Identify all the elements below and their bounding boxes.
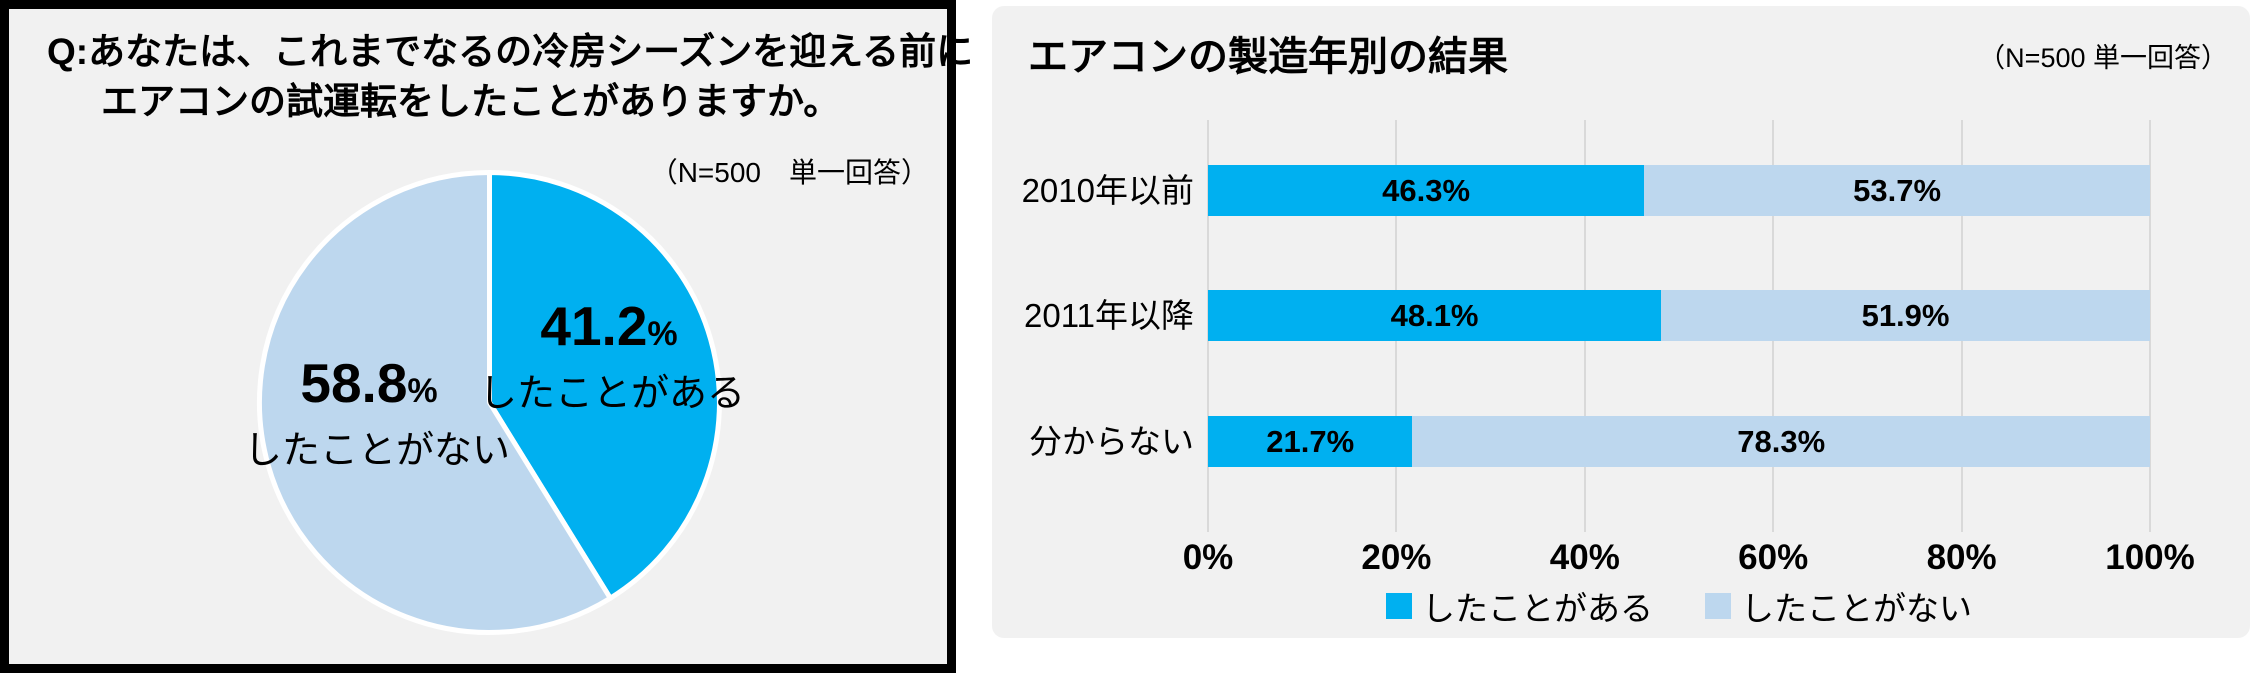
question-pie-panel: Q:あなたは、これまでなるの冷房シーズンを迎える前に エアコンの試運転をしたこと… [0,0,973,673]
pie-slice-label-have-not-done: したことがない [244,430,511,472]
bar-chart-title: エアコンの製造年別の結果 [1028,35,1508,79]
question-line-2: エアコンの試運転をしたことがありますか。 [101,80,841,122]
category-label: 2010年以前 [1021,172,1194,209]
legend-item: したことがある [1386,582,1653,630]
bar-row: 分からない 21.7% 78.3% [1029,416,2150,467]
sample-size-note: （N=500 単一回答） [1978,43,2228,73]
legend-swatch-icon [1705,593,1731,619]
bar-segment-have-not-done: 78.3% [1412,416,2150,467]
gridline [2149,120,2151,532]
legend-label: したことがない [1741,590,1972,627]
bar-value-label: 21.7% [1266,423,1355,459]
pie-slice-have-not-done [256,170,613,635]
bar-segment-have-done: 48.1% [1208,290,1662,341]
bar-segment-have-done: 21.7% [1208,416,1413,467]
x-axis: 0% 20% 40% 60% 80% 100% [1183,538,2195,583]
bar-value-label: 51.9% [1861,297,1950,333]
bar-rows: 2010年以前 46.3% 53.7% 2011年以降 48.1% 51.9% 分からない 2… [1022,120,2150,532]
legend: したことがある したことがない [1208,582,2150,630]
sample-size-note: （N=500 単一回答） [649,157,929,188]
pie-label-have-not-done: 58.8% したことがない [244,351,511,474]
bar-track: 46.3% 53.7% [1208,165,2150,216]
bar-segment-have-done: 46.3% [1208,165,1645,216]
x-axis-tick: 0% [1182,538,1234,577]
bar-value-label: 46.3% [1382,172,1471,208]
category-label: 分からない [1029,423,1194,460]
question-line-1: Q:あなたは、これまでなるの冷房シーズンを迎える前に [47,31,974,72]
category-label: 2011年以降 [1024,297,1194,334]
question-title: Q:あなたは、これまでなるの冷房シーズンを迎える前に エアコンの試運転をしたこと… [47,27,973,126]
legend-swatch-icon [1386,593,1412,619]
bar-value-label: 48.1% [1390,297,1479,333]
pie-slice-label-have-done: したことがある [479,373,746,415]
bar-chart-panel: エアコンの製造年別の結果 （N=500 単一回答） 2010年以前 46.3% 53… [992,6,2250,638]
pie-value-have-not-done: 58.8% [300,352,438,414]
x-axis-tick: 40% [1549,538,1620,577]
x-axis-tick: 100% [2105,538,2195,577]
bar-chart-plot-area: 2010年以前 46.3% 53.7% 2011年以降 48.1% 51.9% 分からない 2… [1022,120,2195,590]
x-axis-tick: 20% [1361,538,1432,577]
bar-row: 2011年以降 48.1% 51.9% [1024,290,2150,341]
bar-value-label: 78.3% [1737,423,1826,459]
pie-value-have-done: 41.2% [540,295,678,357]
bar-value-label: 53.7% [1853,172,1942,208]
bar-track: 21.7% 78.3% [1208,416,2150,467]
bar-row: 2010年以前 46.3% 53.7% [1022,165,2150,216]
bar-track: 48.1% 51.9% [1208,290,2150,341]
bar-segment-have-not-done: 53.7% [1644,165,2150,216]
x-axis-tick: 80% [1926,538,1997,577]
legend-label: したことがある [1422,590,1653,627]
x-axis-tick: 60% [1738,538,1809,577]
legend-item: したことがない [1705,582,1972,630]
bar-segment-have-not-done: 51.9% [1661,290,2150,341]
pie-label-have-done: 41.2% したことがある [479,294,746,417]
pie-chart [256,170,722,635]
